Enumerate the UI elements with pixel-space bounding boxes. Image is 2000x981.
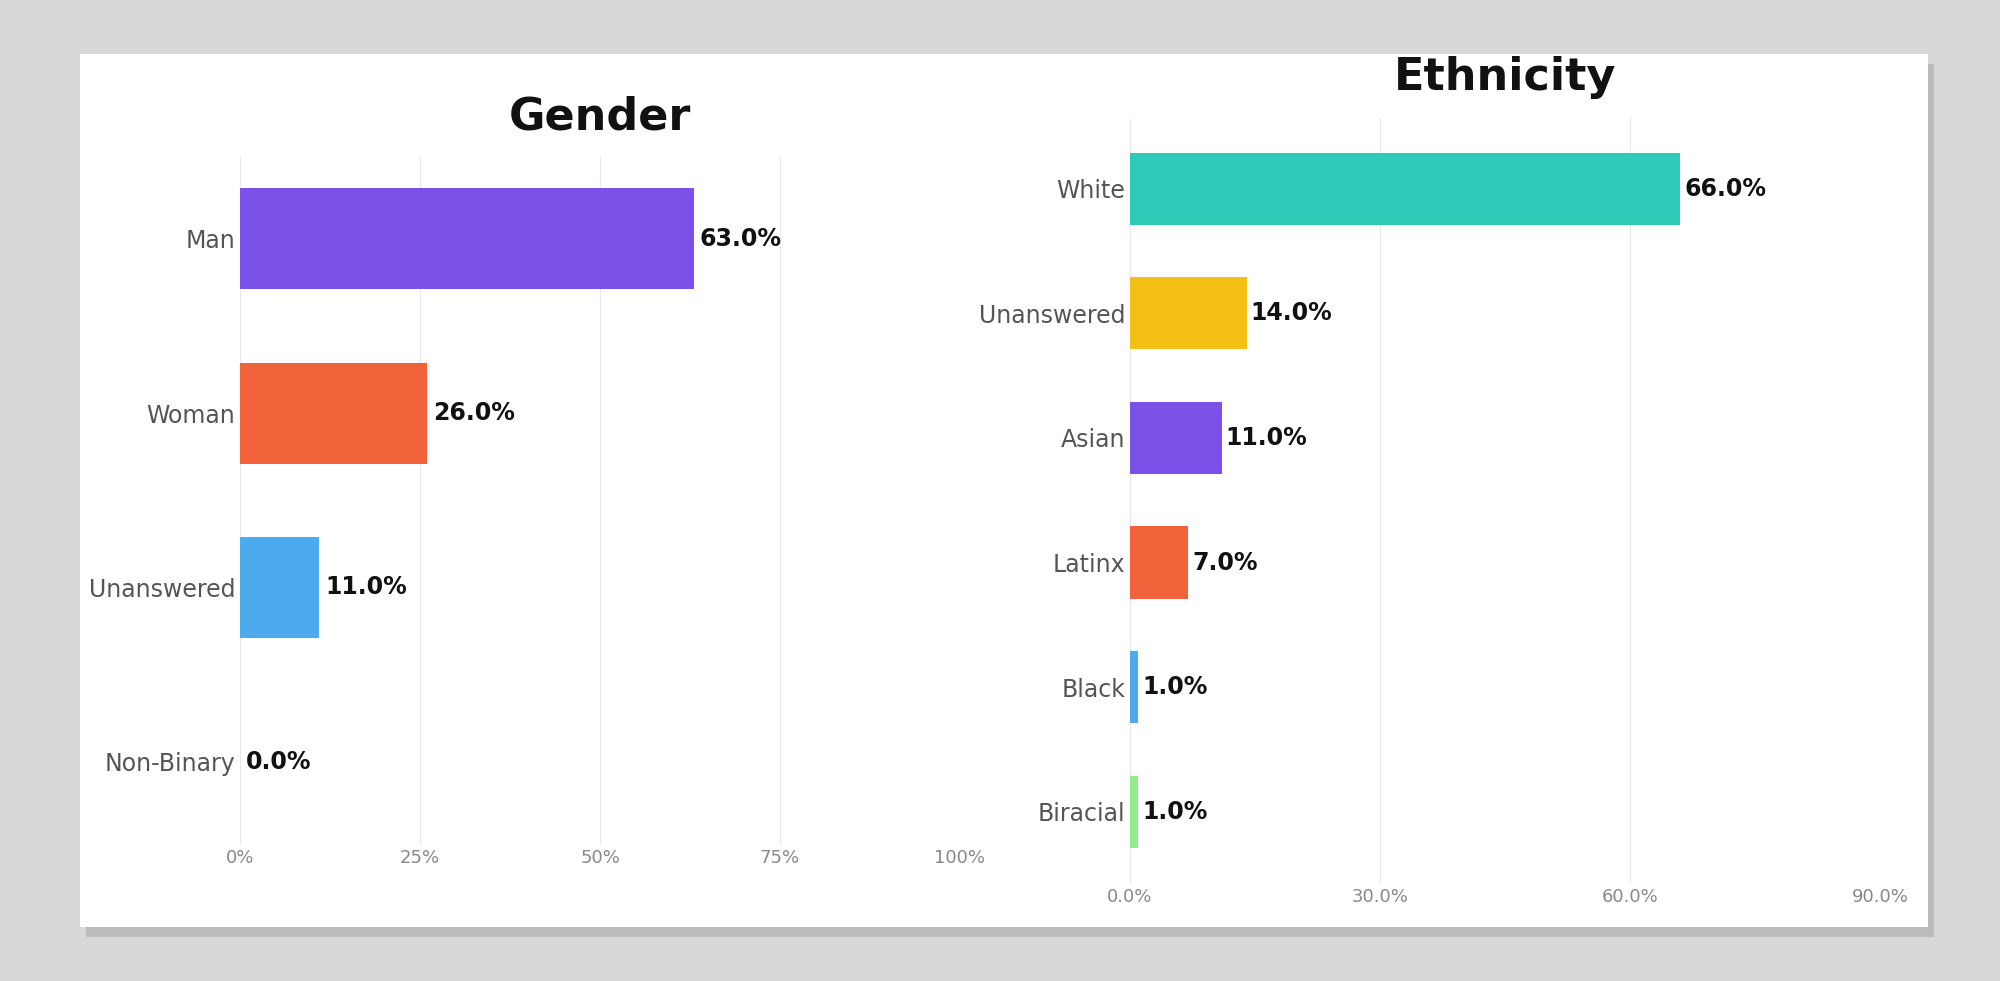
Text: 66.0%: 66.0% xyxy=(1684,177,1766,201)
Text: 1.0%: 1.0% xyxy=(1142,675,1208,699)
Bar xyxy=(1130,402,1222,474)
Bar xyxy=(1130,278,1246,349)
Bar xyxy=(1130,651,1138,723)
Text: 7.0%: 7.0% xyxy=(1192,550,1258,575)
Bar xyxy=(1130,776,1138,849)
Bar xyxy=(1130,152,1680,225)
Text: 1.0%: 1.0% xyxy=(1142,800,1208,824)
Bar xyxy=(240,537,320,638)
Text: 11.0%: 11.0% xyxy=(1226,426,1308,450)
Bar xyxy=(1130,527,1188,598)
Bar xyxy=(240,188,694,289)
Title: Gender: Gender xyxy=(508,95,692,138)
Text: 11.0%: 11.0% xyxy=(324,576,406,599)
Bar xyxy=(240,363,428,464)
Text: 0.0%: 0.0% xyxy=(246,749,312,774)
Text: 63.0%: 63.0% xyxy=(700,227,782,251)
Text: 14.0%: 14.0% xyxy=(1250,301,1332,326)
Text: 26.0%: 26.0% xyxy=(432,401,514,425)
Title: Ethnicity: Ethnicity xyxy=(1394,56,1616,99)
